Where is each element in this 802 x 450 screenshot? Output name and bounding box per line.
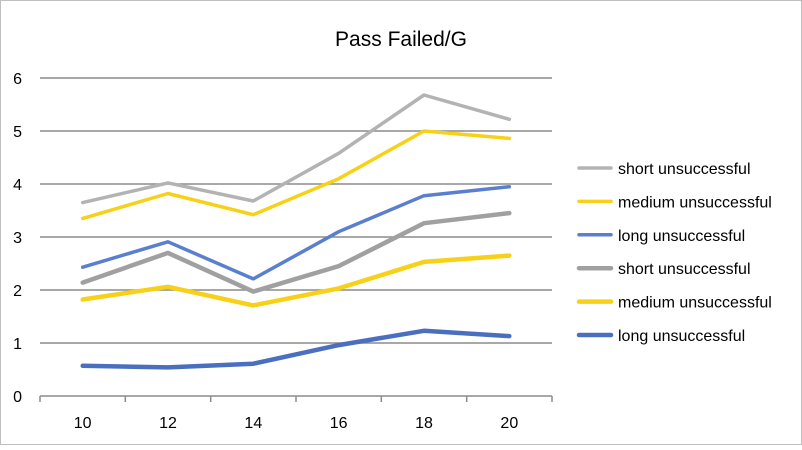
x-tick-label: 20 (500, 415, 518, 432)
y-tick-label: 0 (13, 389, 22, 406)
legend-item: medium unsuccessful (577, 194, 772, 211)
x-tick-label: 12 (159, 415, 177, 432)
legend-item: medium unsuccessful (576, 295, 772, 312)
series-line-1 (80, 93, 512, 205)
series-line-4 (80, 210, 512, 294)
x-tick-label: 16 (330, 415, 348, 432)
legend-item: short unsuccessful (577, 161, 751, 178)
legend-label: short unsuccessful (618, 261, 751, 278)
legend-label: long unsuccessful (618, 228, 745, 245)
y-tick-label: 3 (13, 230, 22, 247)
y-tick-label: 4 (13, 177, 22, 194)
x-tick-label: 18 (415, 415, 433, 432)
y-tick-label: 5 (13, 124, 22, 141)
series-lines (80, 93, 512, 370)
series-line-3 (80, 184, 512, 281)
series-line-6 (80, 328, 512, 370)
x-tick-label: 14 (244, 415, 262, 432)
gridlines (40, 77, 552, 344)
y-tick-label: 1 (13, 336, 22, 353)
legend-item: long unsuccessful (576, 328, 745, 345)
y-tick-label: 6 (13, 71, 22, 88)
series-line-2 (80, 129, 512, 221)
legend-label: medium unsuccessful (618, 194, 772, 211)
legend-label: medium unsuccessful (618, 295, 772, 312)
series-line-5 (80, 253, 512, 308)
y-tick-label: 2 (13, 283, 22, 300)
legend-item: long unsuccessful (577, 228, 745, 245)
x-tick-label: 10 (74, 415, 92, 432)
legend-label: long unsuccessful (618, 328, 745, 345)
chart-title: Pass Failed/G (335, 28, 467, 51)
legend: short unsuccessful medium unsuccessful lon… (576, 161, 772, 345)
legend-item: short unsuccessful (576, 261, 751, 278)
legend-label: short unsuccessful (618, 161, 751, 178)
